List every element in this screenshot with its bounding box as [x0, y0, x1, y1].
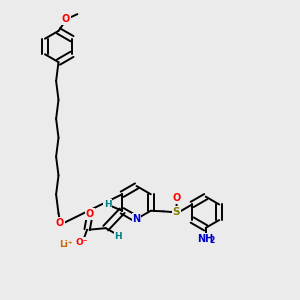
Text: NH: NH [198, 234, 214, 244]
Text: H: H [104, 200, 112, 209]
Text: H: H [115, 232, 122, 241]
Text: S: S [172, 207, 180, 217]
Text: O: O [173, 193, 181, 203]
Text: N: N [132, 214, 141, 224]
Text: O⁻: O⁻ [76, 238, 88, 247]
Text: Li⁺: Li⁺ [59, 241, 73, 250]
Text: O: O [62, 14, 70, 25]
Text: 2: 2 [209, 236, 214, 245]
Text: O: O [86, 209, 94, 219]
Text: O: O [56, 218, 64, 228]
